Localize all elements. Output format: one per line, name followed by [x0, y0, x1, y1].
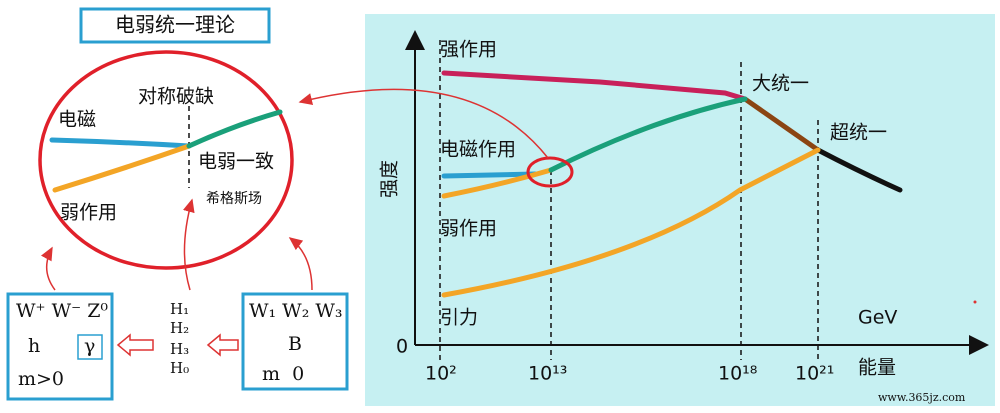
energy-mark: 10²¹ — [795, 363, 834, 385]
broken-arrow — [40, 246, 56, 291]
b-boson: B — [288, 333, 302, 355]
higgs-field: H₁ — [170, 300, 189, 318]
gut-curve — [742, 96, 821, 153]
broken-particles: W⁺ W⁻ Z⁰ — [16, 300, 108, 322]
gravity-label: 引力 — [440, 307, 478, 329]
title-box — [79, 7, 271, 44]
unit: GeV — [858, 307, 897, 329]
higgs-label: 希格斯场 — [206, 191, 262, 207]
watermark: www.365jz.com — [878, 391, 966, 404]
unification-circle — [526, 156, 574, 188]
gut-label: 大统一 — [752, 73, 809, 95]
broken-mass: m>0 — [18, 368, 64, 390]
inset-em-label: 电磁 — [58, 109, 96, 131]
higgs-field: H₂ — [170, 319, 189, 337]
higgs-field: H₃ — [170, 340, 189, 358]
inset-electroweak — [186, 109, 283, 149]
higgs-field: H₀ — [170, 359, 189, 377]
hollow-arrow — [206, 333, 239, 357]
energy-mark: 10² — [425, 363, 457, 385]
em-label: 电磁作用 — [440, 139, 516, 161]
super-label: 超统一 — [830, 122, 887, 144]
electroweak-label: 电弱一致 — [198, 151, 274, 173]
inset-weak-label: 弱作用 — [60, 202, 117, 224]
zoom-arrow — [298, 88, 549, 159]
unbroken-box — [241, 292, 349, 391]
breaking-label: 对称破缺 — [138, 86, 214, 108]
electroweak-curve — [548, 96, 748, 173]
gamma-box — [77, 334, 103, 360]
gravity-curve — [441, 147, 821, 298]
strong-curve — [441, 70, 748, 102]
dot — [973, 300, 977, 304]
unbroken-mass: m 0 — [262, 363, 304, 385]
energy-mark: 10¹³ — [528, 363, 567, 385]
weak-curve — [441, 167, 554, 199]
title: 电弱统一理论 — [115, 13, 235, 37]
inset-em — [49, 137, 192, 149]
origin: 0 — [396, 336, 408, 358]
graph-panel — [365, 14, 995, 406]
higgs-boson: h — [28, 335, 40, 357]
inset-ellipse — [38, 50, 294, 270]
inset-weak — [52, 143, 192, 193]
y-label: 强度 — [379, 160, 401, 198]
unbroken-arrow — [288, 237, 313, 291]
energy-mark: 10¹⁸ — [718, 363, 757, 385]
hollow-arrow — [116, 333, 154, 357]
strong-label: 强作用 — [440, 39, 497, 61]
super-curve — [815, 147, 903, 193]
higgs-arrow — [182, 198, 195, 291]
weak-label: 弱作用 — [440, 218, 497, 240]
photon: γ — [84, 335, 95, 357]
x-label: 能量 — [858, 357, 896, 379]
em-curve — [441, 171, 538, 179]
broken-box — [6, 292, 114, 401]
unbroken-particles: W₁ W₂ W₃ — [249, 300, 343, 322]
